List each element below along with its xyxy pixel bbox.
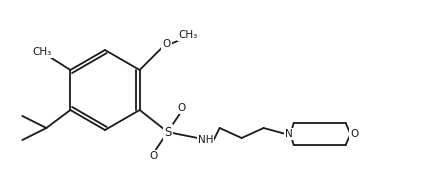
Text: O: O — [163, 39, 171, 49]
Text: O: O — [149, 151, 158, 161]
Text: NH: NH — [198, 135, 214, 145]
Text: CH₃: CH₃ — [178, 30, 197, 40]
Text: O: O — [351, 129, 359, 139]
Text: S: S — [164, 125, 171, 139]
Text: O: O — [178, 103, 186, 113]
Text: CH₃: CH₃ — [33, 47, 52, 57]
Text: N: N — [285, 129, 292, 139]
